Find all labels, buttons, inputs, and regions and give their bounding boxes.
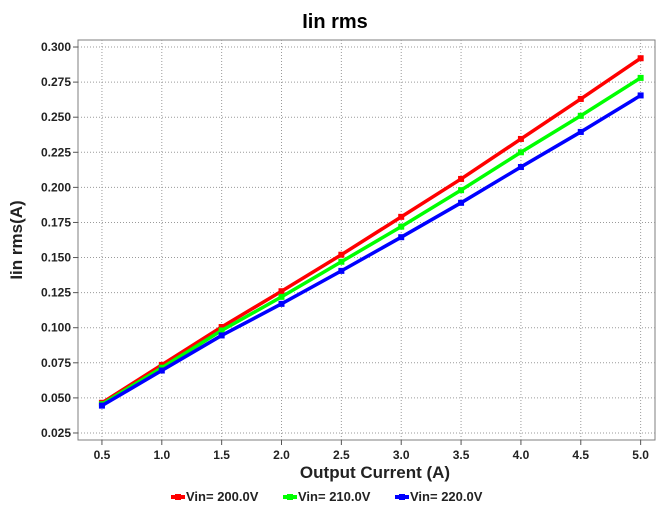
series-line	[100, 93, 643, 408]
data-point	[637, 92, 644, 99]
data-point	[218, 324, 225, 331]
y-axis-ticks: 0.025 0.050 0.075 0.100 0.125 0.150 0.175 0.200…	[41, 40, 78, 440]
x-tick-label: 3.0	[393, 448, 410, 462]
x-tick-label: 5.0	[632, 448, 649, 462]
data-point	[637, 74, 644, 81]
data-point	[517, 135, 524, 142]
legend: Vin= 200.0V Vin= 210.0V Vin= 220.0V	[171, 489, 483, 504]
data-point	[278, 300, 285, 307]
y-tick-label: 0.175	[41, 215, 71, 229]
y-tick-label: 0.025	[41, 426, 71, 440]
x-tick-label: 3.5	[453, 448, 470, 462]
series-group	[98, 92, 644, 409]
data-point	[338, 258, 345, 265]
y-tick-label: 0.075	[41, 356, 71, 370]
data-point	[517, 164, 524, 171]
data-point	[458, 199, 465, 206]
x-tick-label: 1.0	[153, 448, 170, 462]
series-line	[100, 56, 643, 405]
y-tick-label: 0.250	[41, 110, 71, 124]
legend-label: Vin= 220.0V	[410, 489, 483, 504]
y-tick-label: 0.225	[41, 145, 71, 159]
series-line	[100, 76, 643, 406]
data-point	[98, 402, 105, 409]
y-tick-label: 0.200	[41, 180, 71, 194]
legend-swatch-marker	[399, 494, 405, 500]
legend-item: Vin= 210.0V	[283, 489, 371, 504]
data-point	[338, 267, 345, 274]
data-point	[398, 213, 405, 220]
y-tick-label: 0.050	[41, 391, 71, 405]
y-tick-label: 0.275	[41, 75, 71, 89]
data-point	[577, 95, 584, 102]
data-point	[637, 55, 644, 62]
x-tick-label: 0.5	[94, 448, 111, 462]
data-point	[218, 332, 225, 339]
legend-label: Vin= 200.0V	[186, 489, 259, 504]
data-point	[398, 234, 405, 241]
series-lines	[98, 55, 644, 409]
legend-label: Vin= 210.0V	[298, 489, 371, 504]
data-point	[458, 187, 465, 194]
legend-swatch-marker	[287, 494, 293, 500]
y-tick-label: 0.300	[41, 40, 71, 54]
data-point	[158, 367, 165, 374]
data-point	[338, 251, 345, 258]
y-tick-label: 0.125	[41, 286, 71, 300]
y-tick-label: 0.150	[41, 251, 71, 265]
x-tick-label: 4.0	[513, 448, 530, 462]
legend-item: Vin= 200.0V	[171, 489, 259, 504]
x-axis-ticks: 0.5 1.0 1.5 2.0 2.5 3.0 3.5 4.0 4.5 5.0	[94, 440, 649, 462]
data-point	[458, 175, 465, 182]
data-point	[218, 327, 225, 334]
legend-swatch-marker	[175, 494, 181, 500]
y-axis-label: Iin rms(A)	[7, 200, 26, 279]
data-point	[278, 293, 285, 300]
x-tick-label: 2.0	[273, 448, 290, 462]
chart-title: Iin rms	[302, 11, 368, 33]
x-tick-label: 1.5	[213, 448, 230, 462]
legend-item: Vin= 220.0V	[395, 489, 483, 504]
data-point	[577, 112, 584, 119]
x-tick-label: 2.5	[333, 448, 350, 462]
x-axis-label: Output Current (A)	[300, 463, 450, 482]
data-point	[577, 128, 584, 135]
data-point	[398, 223, 405, 230]
data-point	[278, 288, 285, 295]
data-point	[517, 149, 524, 156]
y-tick-label: 0.100	[41, 321, 71, 335]
x-tick-label: 4.5	[572, 448, 589, 462]
